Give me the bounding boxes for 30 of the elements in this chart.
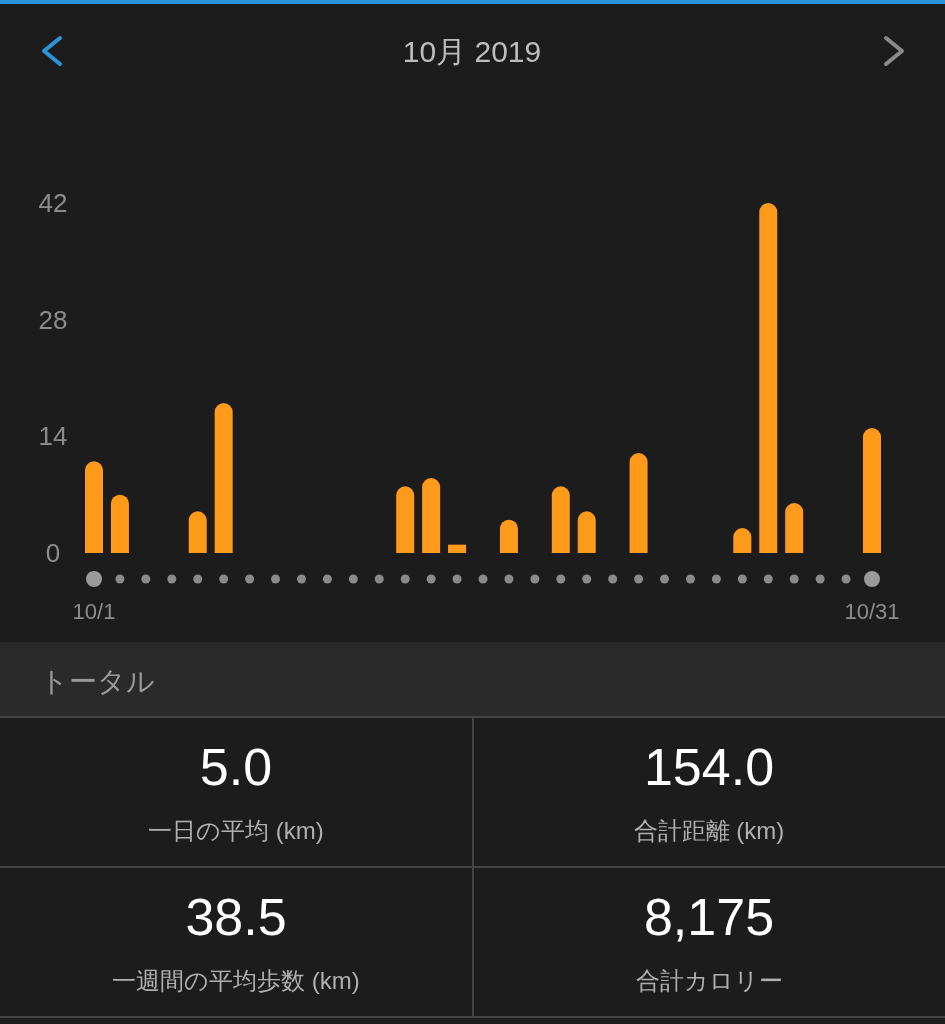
bar (577, 511, 596, 553)
bar (448, 544, 467, 553)
bar (85, 461, 103, 553)
bar (551, 486, 570, 553)
y-tick-label: 14 (38, 421, 68, 452)
text: 一週間の平均歩数 (km) (112, 967, 360, 994)
text: 5.0 (199, 738, 273, 796)
text: 合計カロリー (635, 967, 783, 994)
bar (759, 203, 778, 553)
text: 一日の平均 (km) (148, 817, 324, 844)
bar (785, 503, 804, 553)
text: 合計距離 (km) (633, 817, 785, 844)
x-tick-label: 10/1 (72, 599, 116, 624)
bar (499, 519, 518, 553)
bar (863, 428, 881, 553)
x-tick-label: 10/31 (844, 599, 900, 624)
bar (629, 453, 648, 553)
chart-title: 10月 2019 (402, 35, 542, 68)
text: 154.0 (643, 738, 775, 796)
bar (214, 403, 233, 553)
y-tick-label: 0 (45, 538, 61, 568)
text: 38.5 (185, 888, 287, 946)
y-tick-label: 42 (38, 188, 68, 218)
text: 8,175 (643, 888, 775, 946)
bar (396, 486, 415, 553)
bar (110, 494, 129, 553)
y-tick-label: 28 (38, 304, 68, 335)
bar (188, 511, 207, 553)
text: トータル (40, 666, 155, 697)
bar (422, 478, 441, 553)
